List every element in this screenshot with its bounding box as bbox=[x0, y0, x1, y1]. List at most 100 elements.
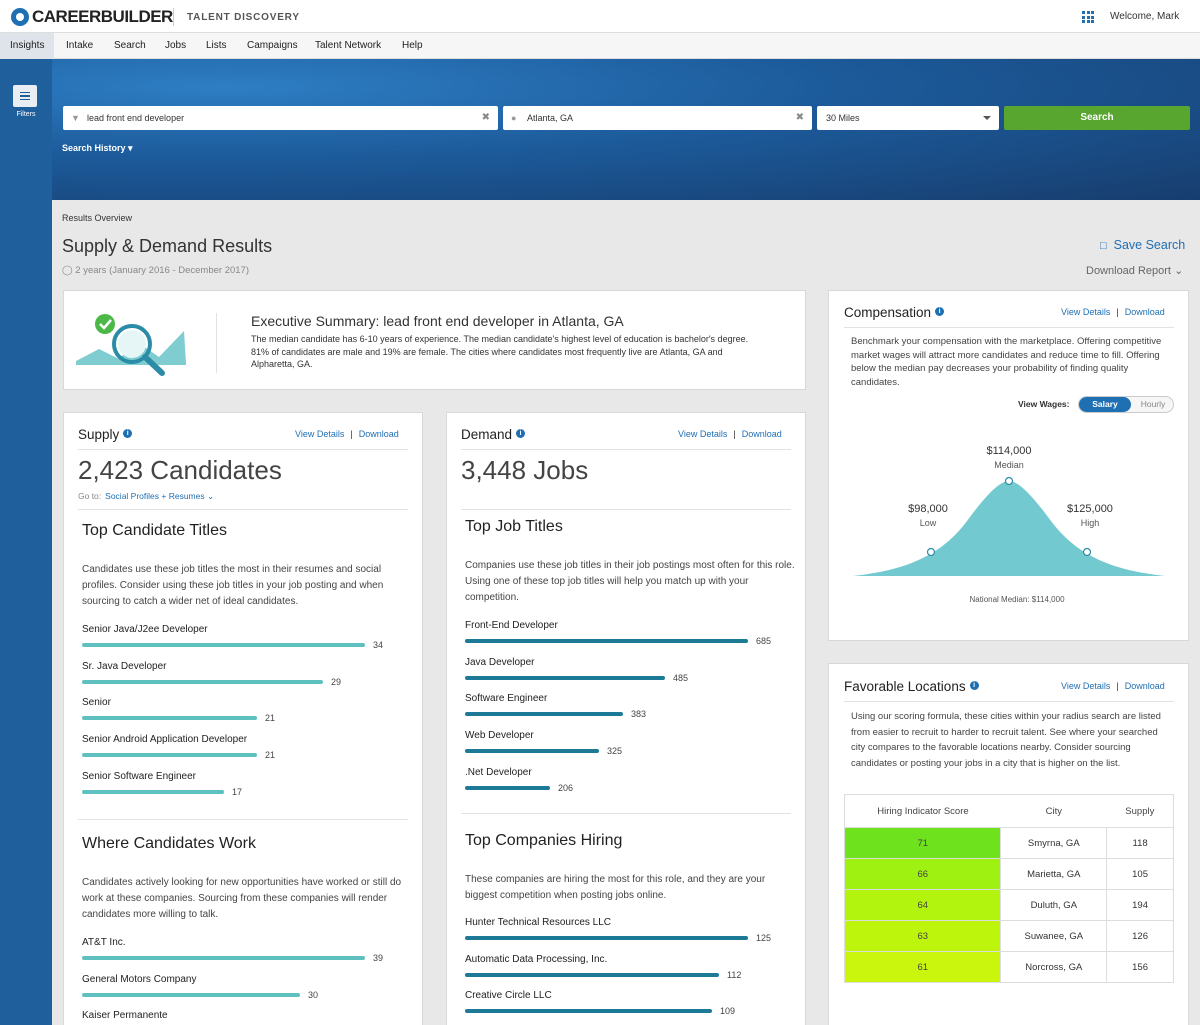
chevron-down-icon bbox=[983, 116, 991, 120]
compensation-card: Compensation i View Details | Download Benc… bbox=[828, 290, 1189, 641]
supply-count: 2,423 Candidates bbox=[78, 455, 282, 485]
supply-card: Supply i View Details | Download 2,423 Cand… bbox=[63, 412, 423, 1025]
candidate-title-value: 29 bbox=[331, 676, 342, 687]
clear-location-icon[interactable]: ✖ bbox=[795, 112, 804, 123]
info-icon[interactable]: i bbox=[969, 681, 979, 690]
hiring-company-label: Automatic Data Processing, Inc. bbox=[465, 953, 608, 965]
median-caption: Median bbox=[994, 460, 1024, 470]
nav-insights[interactable]: Insights bbox=[0, 33, 55, 59]
link-separator: | bbox=[1116, 307, 1119, 317]
table-row[interactable]: 61 Norcross, GA 156 bbox=[844, 951, 1174, 983]
city-cell: Duluth, GA bbox=[1000, 889, 1108, 921]
logo-text: CAREERBUILDER bbox=[32, 7, 173, 26]
wage-type-toggle[interactable]: Salary Hourly bbox=[1078, 396, 1174, 413]
view-details-link[interactable]: View Details bbox=[678, 429, 728, 439]
download-link[interactable]: Download bbox=[358, 429, 399, 439]
supply-title: Supply i bbox=[78, 427, 133, 442]
high-value: $125,000 bbox=[1067, 503, 1113, 515]
hiring-company-bar bbox=[465, 936, 748, 940]
download-link[interactable]: Download bbox=[1124, 307, 1165, 317]
salary-distribution-curve bbox=[853, 476, 1165, 576]
bookmark-icon: □ bbox=[1100, 240, 1107, 252]
favorable-locations-card: Favorable Locations i View Details | Downlo… bbox=[828, 663, 1189, 1025]
job-title-value: 685 bbox=[756, 636, 772, 646]
demand-links: View Details | Download bbox=[678, 429, 782, 439]
nav-search[interactable]: Search bbox=[114, 40, 146, 51]
table-header-row: Hiring Indicator Score City Supply bbox=[844, 794, 1174, 828]
divider bbox=[78, 449, 408, 450]
date-range-text: 2 years (January 2016 - December 2017) bbox=[75, 265, 250, 276]
search-button[interactable]: Search bbox=[1004, 106, 1190, 130]
job-title-bar bbox=[465, 785, 550, 790]
location-input[interactable]: ● Atlanta, GA ✖ bbox=[503, 106, 812, 130]
download-link[interactable]: Download bbox=[741, 429, 782, 439]
grid-icon[interactable] bbox=[1082, 11, 1094, 23]
column-header-score[interactable]: Hiring Indicator Score bbox=[844, 794, 1001, 828]
demand-card: Demand i View Details | Download 3,448 Jobs… bbox=[446, 412, 806, 1025]
info-icon[interactable]: i bbox=[935, 307, 945, 316]
favorable-locations-title: Favorable Locations i bbox=[844, 679, 979, 694]
top-candidate-titles-desc: Candidates use these job titles the most… bbox=[82, 564, 384, 607]
city-cell: Marietta, GA bbox=[1000, 858, 1108, 890]
filters-button[interactable] bbox=[13, 85, 37, 107]
view-details-link[interactable]: View Details bbox=[1061, 307, 1111, 317]
breadcrumb[interactable]: Results Overview bbox=[62, 213, 133, 223]
candidate-title-bar bbox=[82, 679, 323, 684]
hourly-option[interactable]: Hourly bbox=[1140, 399, 1166, 409]
info-icon[interactable]: i bbox=[123, 429, 133, 438]
hiring-company-label: Creative Circle LLC bbox=[465, 990, 552, 1002]
divider bbox=[461, 509, 791, 510]
candidate-title-value: 21 bbox=[265, 713, 276, 724]
filters-icon bbox=[20, 92, 30, 100]
candidate-title-label: Sr. Java Developer bbox=[82, 660, 167, 672]
demand-title-text: Demand bbox=[461, 427, 513, 442]
view-details-link[interactable]: View Details bbox=[1061, 681, 1111, 691]
page-title: Supply & Demand Results bbox=[62, 236, 273, 256]
national-median: National Median: $114,000 bbox=[969, 595, 1065, 604]
table-row[interactable]: 71 Smyrna, GA 118 bbox=[844, 827, 1174, 859]
where-candidates-work-desc: Candidates actively looking for new oppo… bbox=[82, 877, 402, 920]
nav-lists[interactable]: Lists bbox=[206, 40, 227, 51]
candidate-company-value: 30 bbox=[308, 989, 319, 1000]
hiring-company-value: 112 bbox=[727, 969, 742, 980]
executive-summary-title: Executive Summary: lead front end develo… bbox=[251, 313, 624, 329]
table-row[interactable]: 63 Suwanee, GA 126 bbox=[844, 920, 1174, 952]
nav-talent-network[interactable]: Talent Network bbox=[315, 40, 382, 51]
clear-keyword-icon[interactable]: ✖ bbox=[481, 112, 490, 123]
welcome-menu[interactable]: Welcome, Mark bbox=[1110, 11, 1180, 22]
save-search-button[interactable]: □ Save Search bbox=[1100, 238, 1185, 252]
candidate-company-bar bbox=[82, 956, 365, 960]
candidate-company-label: AT&T Inc. bbox=[82, 937, 126, 948]
download-link[interactable]: Download bbox=[1124, 681, 1165, 691]
candidate-company-value: 39 bbox=[373, 953, 384, 963]
job-title-value: 485 bbox=[673, 672, 689, 683]
demand-count: 3,448 Jobs bbox=[461, 455, 589, 485]
radius-select[interactable]: 30 Miles bbox=[817, 106, 999, 130]
nav-intake[interactable]: Intake bbox=[66, 40, 94, 51]
chevron-down-icon: ⌄ bbox=[206, 491, 215, 501]
info-icon[interactable]: i bbox=[516, 429, 526, 438]
job-title-bar bbox=[465, 749, 599, 754]
location-pin-icon: ● bbox=[511, 113, 517, 123]
logo[interactable]: CAREERBUILDER bbox=[11, 7, 173, 27]
table-row[interactable]: 64 Duluth, GA 194 bbox=[844, 889, 1174, 921]
column-header-city[interactable]: City bbox=[1000, 794, 1107, 828]
nav-campaigns[interactable]: Campaigns bbox=[247, 40, 298, 51]
executive-summary-card: Executive Summary: lead front end develo… bbox=[63, 290, 806, 390]
salary-option[interactable]: Salary bbox=[1079, 397, 1131, 412]
chevron-down-icon: ⌄ bbox=[1174, 265, 1184, 277]
keyword-input[interactable]: ▼ lead front end developer ✖ bbox=[63, 106, 498, 130]
nav-jobs[interactable]: Jobs bbox=[165, 40, 187, 51]
job-title-bar bbox=[465, 712, 623, 717]
nav-help[interactable]: Help bbox=[402, 40, 423, 51]
search-history-dropdown[interactable]: Search History ▾ bbox=[62, 143, 133, 154]
download-report-dropdown[interactable]: Download Report ⌄ bbox=[1086, 264, 1183, 277]
goto-social-profiles-link[interactable]: Social Profiles + Resumes ⌄ bbox=[105, 491, 214, 501]
table-row[interactable]: 66 Marietta, GA 105 bbox=[844, 858, 1174, 890]
logo-icon bbox=[11, 8, 29, 26]
candidate-title-bar bbox=[82, 753, 257, 758]
hiring-company-bar bbox=[465, 972, 719, 977]
supply-cell: 126 bbox=[1106, 920, 1174, 952]
column-header-supply[interactable]: Supply bbox=[1106, 794, 1174, 828]
view-details-link[interactable]: View Details bbox=[295, 429, 345, 439]
